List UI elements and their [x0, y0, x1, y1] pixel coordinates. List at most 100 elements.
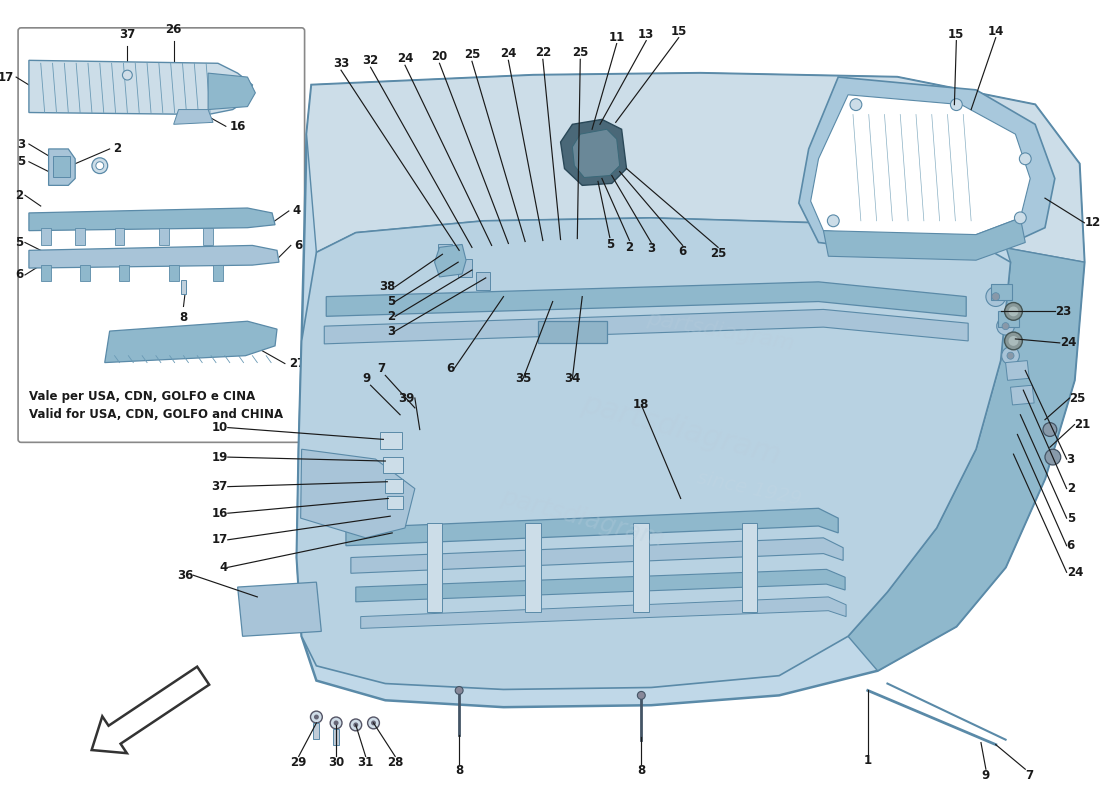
- Text: 8: 8: [455, 764, 463, 778]
- Bar: [381, 431, 403, 450]
- Circle shape: [122, 70, 132, 80]
- Text: 36: 36: [177, 569, 194, 582]
- Circle shape: [371, 721, 376, 726]
- Polygon shape: [327, 282, 966, 316]
- Polygon shape: [355, 570, 845, 602]
- Text: 24: 24: [1067, 566, 1084, 578]
- Circle shape: [96, 162, 103, 170]
- Text: partsdiagram: partsdiagram: [498, 485, 667, 551]
- Text: 33: 33: [333, 57, 349, 70]
- Circle shape: [1009, 336, 1019, 346]
- Text: 18: 18: [634, 398, 649, 411]
- Text: 6: 6: [446, 362, 454, 375]
- Text: 6: 6: [1067, 539, 1075, 552]
- FancyArrow shape: [91, 666, 209, 753]
- Text: 27: 27: [289, 357, 305, 370]
- Text: Vale per USA, CDN, GOLFO e CINA: Vale per USA, CDN, GOLFO e CINA: [29, 390, 255, 403]
- Circle shape: [1009, 306, 1019, 316]
- Text: 8: 8: [637, 764, 646, 778]
- Bar: [427, 523, 442, 612]
- Text: 12: 12: [1085, 216, 1100, 230]
- Bar: [75, 228, 85, 246]
- Bar: [387, 497, 403, 510]
- Bar: [998, 311, 1020, 327]
- Bar: [459, 259, 472, 277]
- Text: 5: 5: [14, 236, 23, 249]
- Text: 3: 3: [1067, 453, 1075, 466]
- Text: 15: 15: [948, 28, 965, 41]
- Polygon shape: [824, 218, 1025, 260]
- Text: 21: 21: [1075, 418, 1091, 431]
- Polygon shape: [324, 310, 968, 344]
- Bar: [439, 245, 452, 262]
- Text: 6: 6: [14, 269, 23, 282]
- Text: 5: 5: [1067, 512, 1075, 525]
- Bar: [384, 457, 403, 473]
- Text: 8: 8: [179, 311, 188, 324]
- Text: 10: 10: [211, 421, 228, 434]
- Bar: [314, 723, 319, 738]
- Circle shape: [1043, 422, 1057, 437]
- Bar: [120, 265, 130, 281]
- Text: 28: 28: [387, 757, 404, 770]
- Circle shape: [367, 717, 380, 729]
- Circle shape: [455, 686, 463, 694]
- Text: 16: 16: [230, 120, 246, 133]
- Circle shape: [1045, 450, 1060, 465]
- Text: 2: 2: [15, 189, 23, 202]
- Polygon shape: [48, 149, 75, 186]
- FancyBboxPatch shape: [18, 28, 305, 442]
- Text: 39: 39: [398, 391, 415, 405]
- Text: 37: 37: [119, 28, 135, 41]
- Text: 30: 30: [328, 757, 344, 770]
- Circle shape: [314, 714, 319, 719]
- Text: 25: 25: [1069, 391, 1086, 405]
- Circle shape: [827, 215, 839, 226]
- Bar: [158, 228, 168, 246]
- Bar: [741, 523, 758, 612]
- Bar: [53, 156, 70, 178]
- Circle shape: [353, 722, 359, 727]
- Text: 38: 38: [378, 280, 395, 294]
- Polygon shape: [29, 60, 252, 114]
- Text: partsdiagram: partsdiagram: [645, 308, 795, 354]
- Text: 5: 5: [16, 155, 25, 168]
- Polygon shape: [811, 94, 1031, 237]
- Polygon shape: [434, 245, 466, 277]
- Bar: [385, 478, 403, 493]
- Circle shape: [1002, 322, 1009, 330]
- Text: 5: 5: [387, 295, 395, 308]
- Polygon shape: [29, 246, 279, 268]
- Polygon shape: [799, 77, 1055, 252]
- Bar: [213, 265, 223, 281]
- Circle shape: [330, 717, 342, 729]
- Circle shape: [986, 286, 1005, 306]
- Text: 13: 13: [638, 28, 654, 41]
- Text: 24: 24: [500, 47, 517, 60]
- Circle shape: [950, 98, 962, 110]
- Text: 6: 6: [295, 239, 302, 252]
- Circle shape: [1004, 302, 1022, 320]
- Text: 24: 24: [397, 52, 414, 66]
- Text: 17: 17: [0, 70, 14, 83]
- Text: 37: 37: [211, 480, 228, 493]
- Bar: [80, 265, 90, 281]
- Text: 2: 2: [387, 310, 395, 323]
- Text: 3: 3: [647, 242, 656, 255]
- Text: 34: 34: [564, 372, 581, 385]
- Text: since 1929: since 1929: [695, 468, 804, 509]
- Bar: [538, 322, 607, 343]
- Text: 24: 24: [1059, 336, 1076, 350]
- Bar: [991, 284, 1012, 299]
- Polygon shape: [361, 597, 846, 629]
- Text: 25: 25: [710, 247, 726, 260]
- Polygon shape: [29, 208, 275, 230]
- Text: 1: 1: [864, 754, 872, 767]
- Text: 2: 2: [1067, 482, 1075, 495]
- Bar: [41, 228, 51, 246]
- Circle shape: [1002, 347, 1020, 365]
- Circle shape: [1004, 332, 1022, 350]
- Text: 2: 2: [113, 142, 122, 155]
- Circle shape: [350, 719, 362, 731]
- Text: 32: 32: [362, 54, 378, 67]
